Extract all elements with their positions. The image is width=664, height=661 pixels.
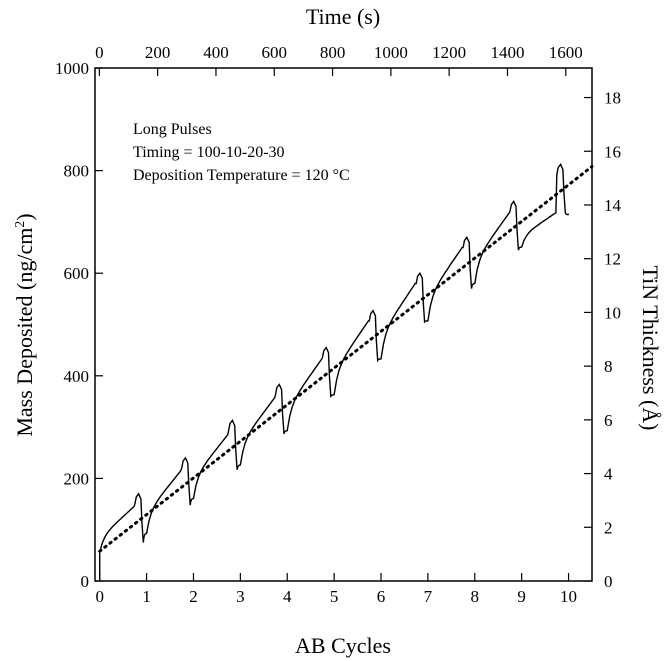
- y-right-tick-label: 16: [604, 142, 621, 161]
- y-right-tick-label: 12: [604, 250, 621, 269]
- y-axis-title-right: TiN Thickness (Å): [638, 265, 663, 430]
- x-axis-title: AB Cycles: [295, 633, 391, 658]
- x-tick-label: 8: [471, 587, 480, 606]
- x-tick-label: 3: [236, 587, 245, 606]
- x-top-tick-label: 1600: [549, 43, 583, 62]
- annotation-3: Deposition Temperature = 120 °C: [133, 167, 350, 184]
- x-tick-label: 7: [424, 587, 433, 606]
- y-right-tick-label: 0: [604, 572, 613, 591]
- y-axis-title-left-main: Mass Deposited (ng/cm: [12, 228, 37, 437]
- y-right-tick-label: 14: [604, 196, 622, 215]
- y-tick-label: 600: [64, 264, 90, 283]
- y-right-tick-label: 8: [604, 357, 613, 376]
- x-tick-label: 2: [189, 587, 198, 606]
- x-tick-label: 10: [560, 587, 577, 606]
- y-tick-label: 1000: [55, 59, 89, 78]
- x-top-tick-label: 1200: [432, 43, 466, 62]
- x-top-tick-label: 400: [203, 43, 229, 62]
- y-tick-label: 400: [64, 367, 90, 386]
- x-tick-label: 6: [377, 587, 386, 606]
- x-tick-label: 9: [517, 587, 526, 606]
- x-tick-label: 0: [95, 587, 104, 606]
- x-top-tick-label: 1400: [490, 43, 524, 62]
- x-tick-label: 5: [330, 587, 339, 606]
- series-group: [98, 163, 594, 581]
- y-tick-label: 200: [64, 469, 90, 488]
- series-linear-fit: [98, 164, 594, 553]
- y-axis-title-left: Mass Deposited (ng/cm2): [12, 213, 37, 436]
- x-top-tick-label: 600: [262, 43, 288, 62]
- tick-marks: [95, 67, 592, 582]
- x-top-axis-title: Time (s): [306, 4, 380, 29]
- x-top-tick-label: 1000: [374, 43, 408, 62]
- x-top-tick-label: 800: [320, 43, 346, 62]
- x-tick-label: 1: [142, 587, 151, 606]
- y-axis-title-left-sup: 2: [13, 221, 28, 228]
- y-right-tick-label: 6: [604, 411, 613, 430]
- annotation-2: Timing = 100-10-20-30: [133, 144, 285, 161]
- y-right-tick-label: 18: [604, 89, 621, 108]
- y-right-tick-label: 2: [604, 518, 613, 537]
- x-top-tick-label: 0: [95, 43, 104, 62]
- annotation-1: Long Pulses: [133, 121, 212, 138]
- y-axis-title-left-close: ): [12, 213, 37, 220]
- y-right-tick-label: 10: [604, 303, 621, 322]
- series-mass-line: [99, 163, 570, 581]
- y-right-tick-label: 4: [604, 465, 613, 484]
- x-top-tick-label: 200: [145, 43, 171, 62]
- plot-area: [94, 67, 593, 582]
- y-tick-label: 0: [81, 572, 90, 591]
- tick-labels: 0 1 2 3 4 5 6 7 8 9 100 200 400 600 800 1000 1200 1400 160…: [55, 43, 622, 606]
- y-tick-label: 800: [64, 162, 90, 181]
- x-tick-label: 4: [283, 587, 292, 606]
